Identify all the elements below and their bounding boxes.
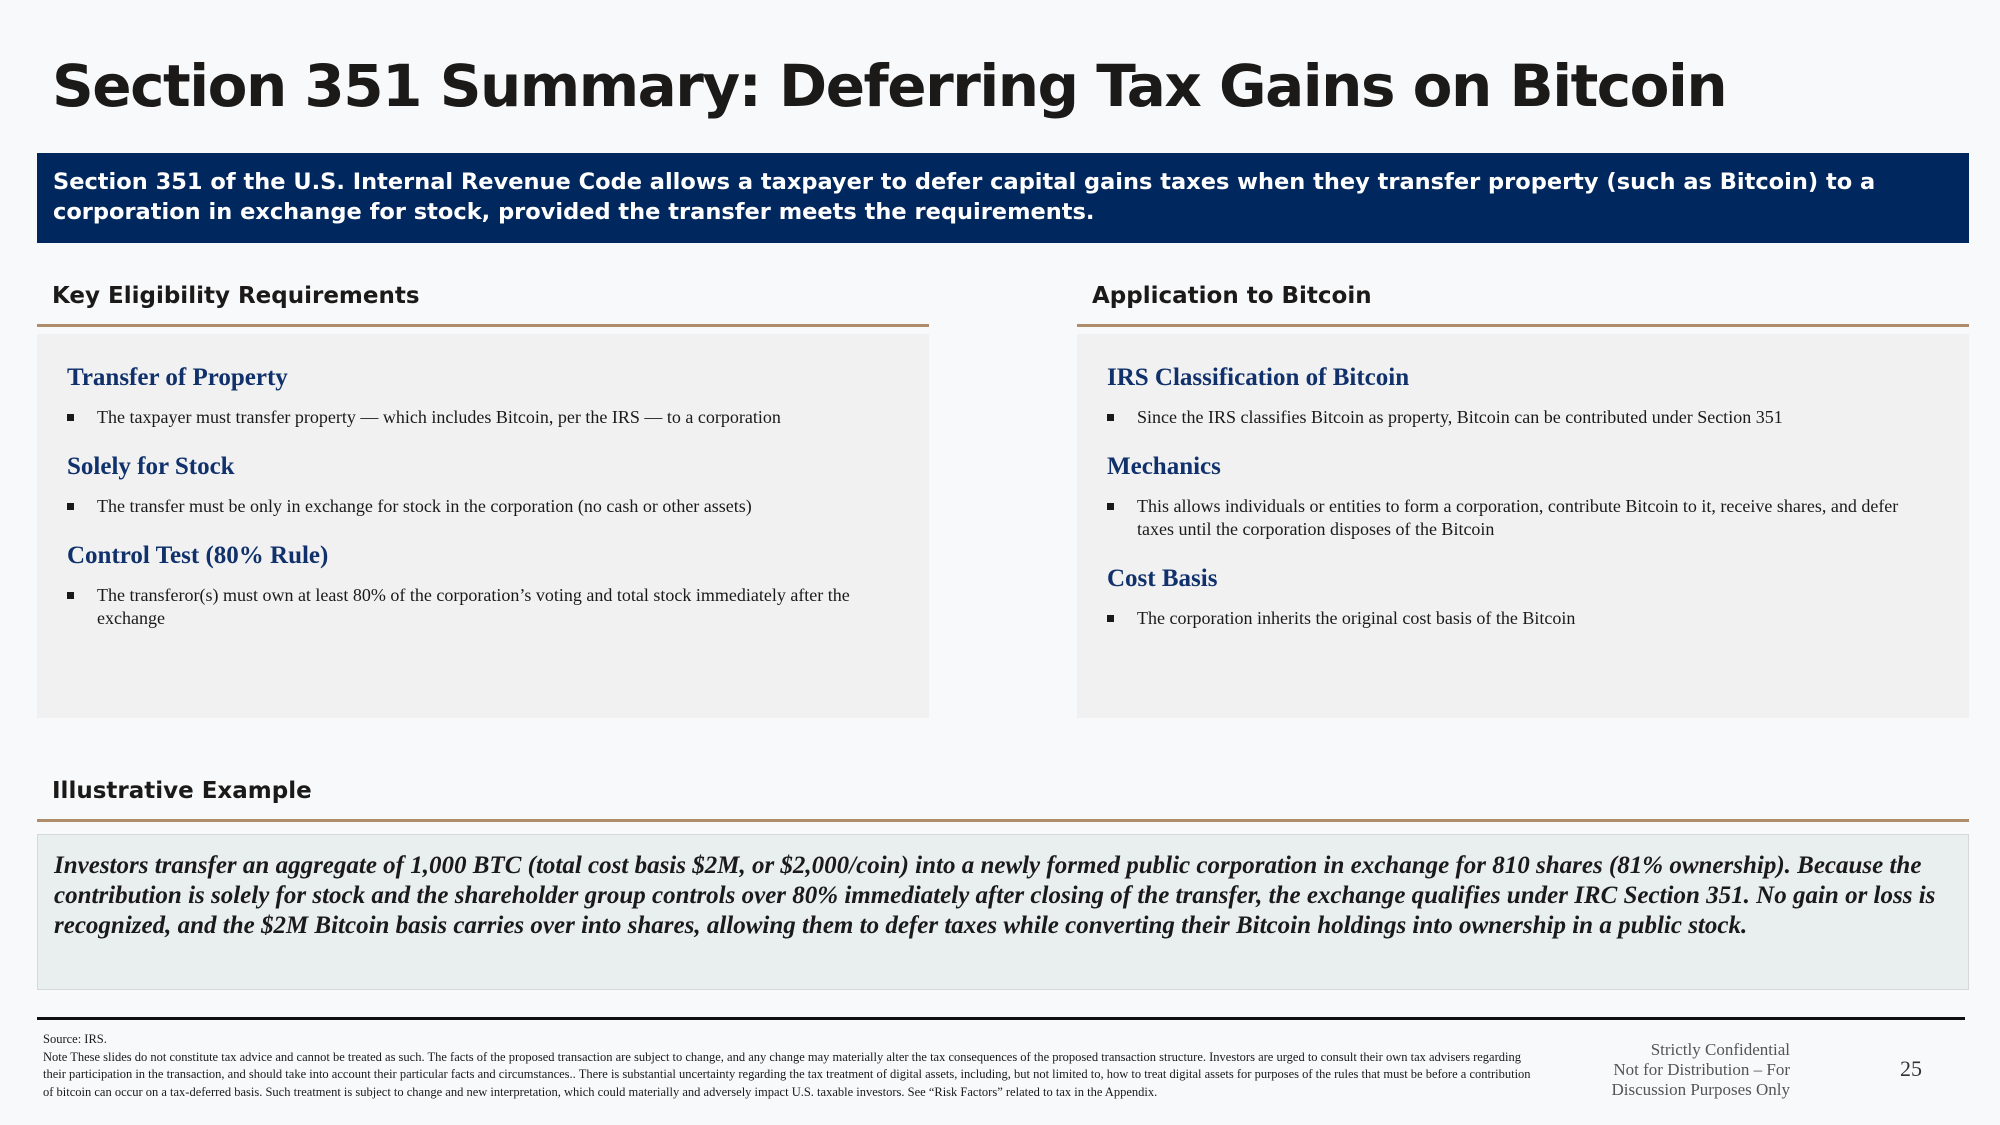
bullet-square-icon [67,503,74,510]
eligibility-panel: Transfer of Property The taxpayer must t… [37,334,929,718]
disclaimer-note: Note These slides do not constitute tax … [43,1049,1531,1099]
application-text: The corporation inherits the original co… [1137,608,1576,628]
footer-notes: Source: IRS. Note These slides do not co… [43,1031,1543,1101]
confidential-line: Not for Distribution – For [1613,1060,1790,1079]
application-title: Cost Basis [1107,565,1218,592]
application-bullet: This allows individuals or entities to f… [1107,495,1939,541]
footer-divider [37,1017,1965,1020]
requirement-text: The transfer must be only in exchange fo… [97,496,752,516]
bullet-square-icon [67,592,74,599]
bullet-square-icon [1107,503,1114,510]
application-block: IRS Classification of Bitcoin Since the … [1107,364,1939,429]
requirement-bullet: The transfer must be only in exchange fo… [67,495,899,518]
illustrative-example-text: Investors transfer an aggregate of 1,000… [37,834,1969,990]
confidentiality-label: Strictly Confidential Not for Distributi… [1570,1040,1790,1100]
application-text: This allows individuals or entities to f… [1137,496,1899,539]
bullet-square-icon [67,414,74,421]
page-number: 25 [1900,1056,1922,1081]
bullet-square-icon [1107,414,1114,421]
application-text: Since the IRS classifies Bitcoin as prop… [1137,407,1783,427]
page-title: Section 351 Summary: Deferring Tax Gains… [52,52,1728,120]
confidential-line: Strictly Confidential [1650,1040,1790,1059]
confidential-line: Discussion Purposes Only [1611,1080,1790,1099]
application-title: Mechanics [1107,453,1221,480]
requirement-block: Solely for Stock The transfer must be on… [67,453,899,518]
requirement-block: Control Test (80% Rule) The transferor(s… [67,542,899,630]
requirement-text: The transferor(s) must own at least 80% … [97,585,850,628]
requirement-text: The taxpayer must transfer property — wh… [97,407,781,427]
application-bullet: Since the IRS classifies Bitcoin as prop… [1107,406,1939,429]
requirement-block: Transfer of Property The taxpayer must t… [67,364,899,429]
bullet-square-icon [1107,615,1114,622]
intro-banner: Section 351 of the U.S. Internal Revenue… [37,153,1969,243]
requirement-title: Solely for Stock [67,453,235,480]
application-bullet: The corporation inherits the original co… [1107,607,1939,630]
application-heading: Application to Bitcoin [1077,283,1969,327]
requirement-title: Transfer of Property [67,364,288,391]
illustrative-example-heading: Illustrative Example [37,778,1969,822]
source-note: Source: IRS. [43,1032,107,1046]
requirement-bullet: The taxpayer must transfer property — wh… [67,406,899,429]
application-panel: IRS Classification of Bitcoin Since the … [1077,334,1969,718]
requirement-bullet: The transferor(s) must own at least 80% … [67,584,899,630]
key-eligibility-heading: Key Eligibility Requirements [37,283,929,327]
application-block: Mechanics This allows individuals or ent… [1107,453,1939,541]
requirement-title: Control Test (80% Rule) [67,542,329,569]
application-title: IRS Classification of Bitcoin [1107,364,1410,391]
application-block: Cost Basis The corporation inherits the … [1107,565,1939,630]
